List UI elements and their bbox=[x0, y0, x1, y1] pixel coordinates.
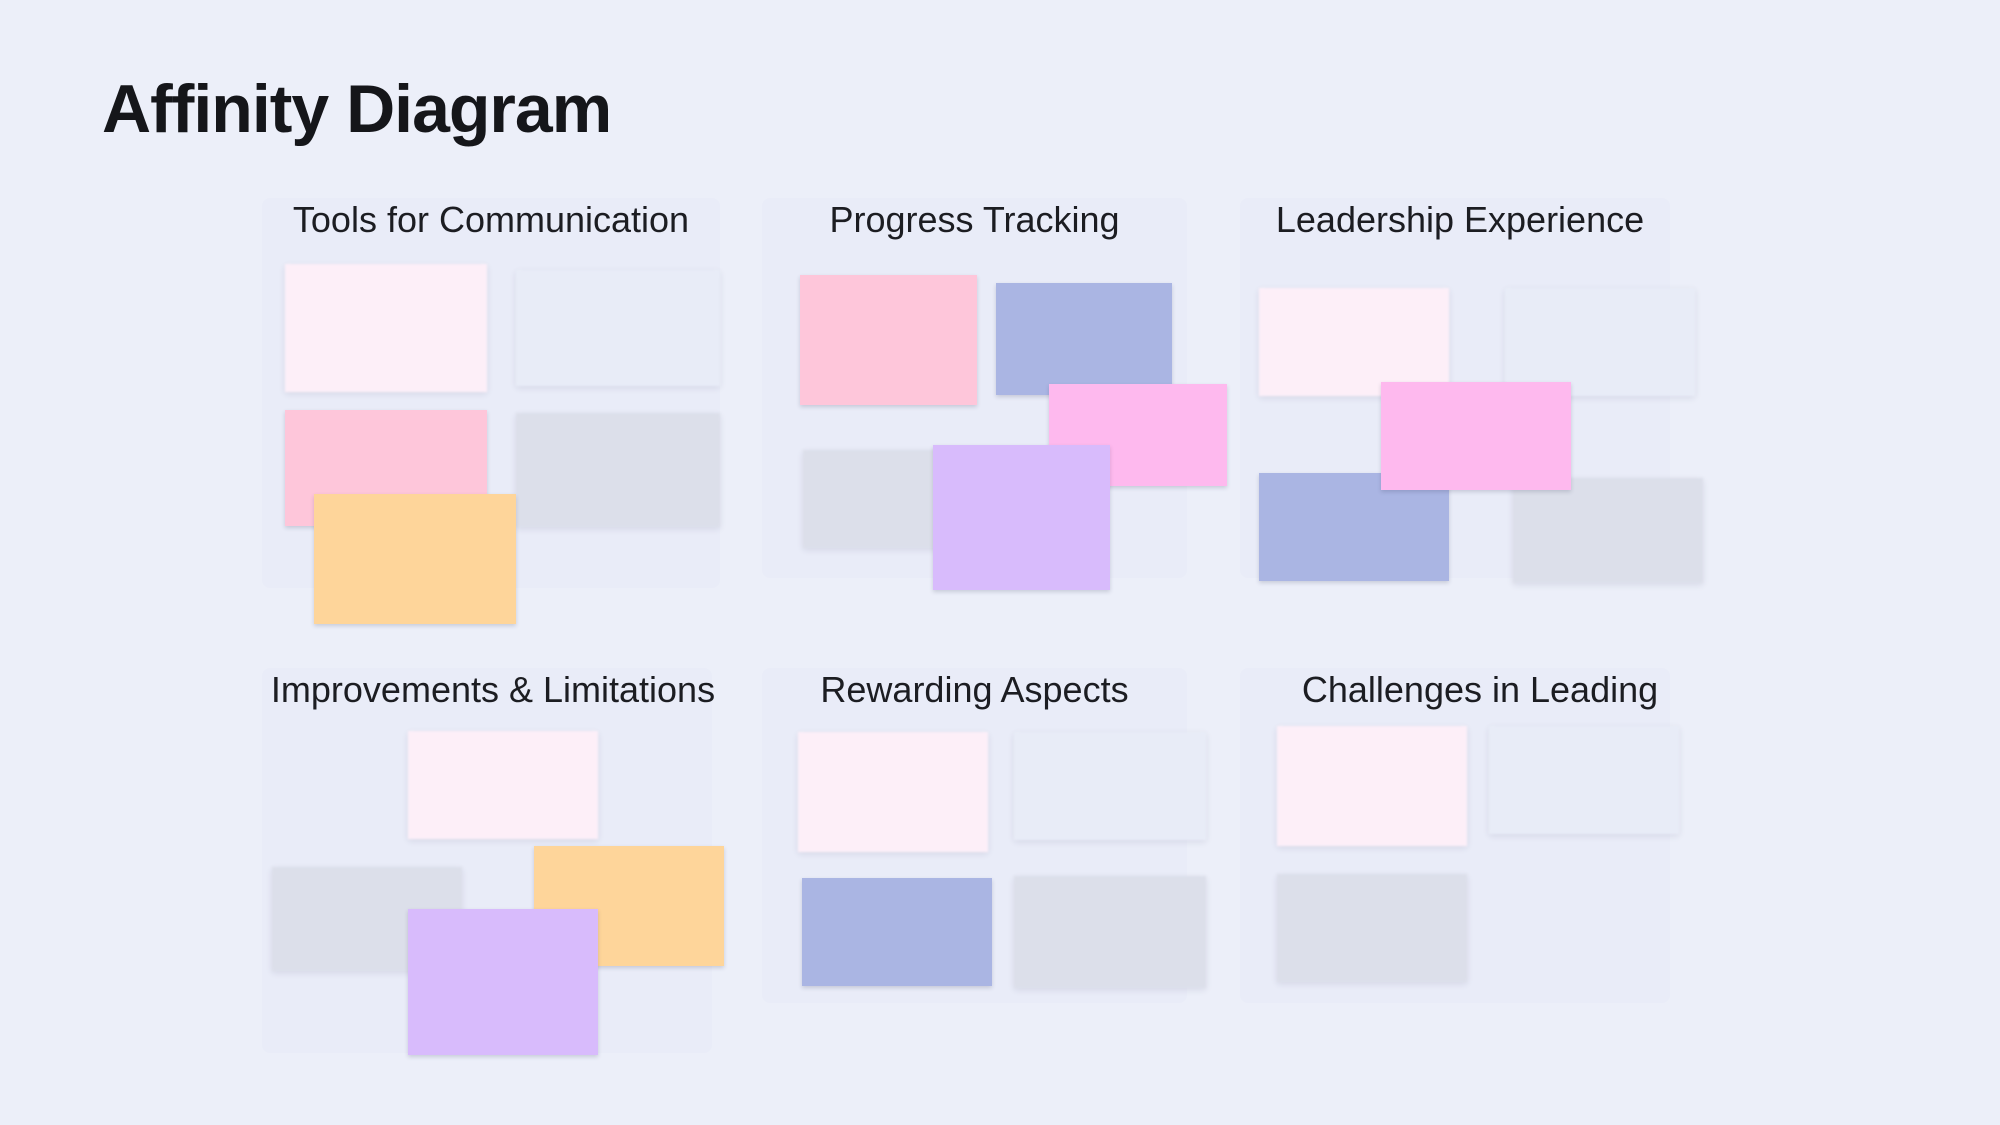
sticky-note[interactable] bbox=[1014, 876, 1206, 988]
sticky-note[interactable] bbox=[1277, 874, 1467, 982]
sticky-note[interactable] bbox=[1381, 382, 1571, 490]
sticky-note[interactable] bbox=[516, 270, 720, 386]
sticky-note[interactable] bbox=[408, 909, 598, 1055]
group-title: Rewarding Aspects bbox=[820, 669, 1129, 710]
group-title: Tools for Communication bbox=[292, 199, 690, 240]
sticky-note[interactable] bbox=[996, 283, 1172, 395]
group-title: Progress Tracking bbox=[829, 199, 1120, 240]
sticky-note[interactable] bbox=[408, 731, 598, 839]
sticky-note[interactable] bbox=[798, 732, 988, 852]
page-title: Affinity Diagram bbox=[102, 71, 612, 147]
group-improvements-limitations: Improvements & Limitations bbox=[262, 668, 732, 1068]
group-title: Improvements & Limitations bbox=[270, 669, 716, 710]
group-title: Challenges in Leading bbox=[1301, 669, 1659, 710]
group-title: Leadership Experience bbox=[1275, 199, 1645, 240]
group-tools-for-communication: Tools for Communication bbox=[262, 198, 720, 628]
sticky-note[interactable] bbox=[1277, 726, 1467, 846]
sticky-note[interactable] bbox=[1489, 726, 1679, 834]
sticky-note[interactable] bbox=[802, 878, 992, 986]
sticky-note[interactable] bbox=[800, 275, 977, 405]
group-leadership-experience: Leadership Experience bbox=[1240, 198, 1710, 598]
group-progress-tracking: Progress Tracking bbox=[762, 198, 1232, 598]
sticky-note[interactable] bbox=[1259, 288, 1449, 396]
sticky-note[interactable] bbox=[314, 494, 516, 624]
group-challenges-in-leading: Challenges in Leading bbox=[1240, 668, 1710, 1068]
sticky-note[interactable] bbox=[803, 450, 953, 548]
sticky-note[interactable] bbox=[285, 264, 487, 392]
sticky-note[interactable] bbox=[1505, 288, 1695, 396]
sticky-note[interactable] bbox=[516, 413, 720, 527]
sticky-note[interactable] bbox=[1014, 732, 1206, 840]
group-rewarding-aspects: Rewarding Aspects bbox=[762, 668, 1232, 1068]
sticky-note[interactable] bbox=[1513, 478, 1703, 583]
sticky-note[interactable] bbox=[1259, 473, 1449, 581]
sticky-note[interactable] bbox=[933, 445, 1110, 590]
